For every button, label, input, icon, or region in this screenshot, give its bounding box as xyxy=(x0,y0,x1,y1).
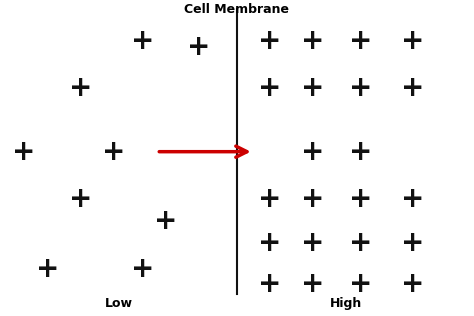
Text: +: + xyxy=(258,185,282,213)
Text: +: + xyxy=(301,270,325,298)
Text: +: + xyxy=(401,185,424,213)
Text: +: + xyxy=(301,229,325,257)
Text: +: + xyxy=(187,33,211,61)
Text: +: + xyxy=(348,270,372,298)
Text: +: + xyxy=(258,270,282,298)
Text: +: + xyxy=(154,207,178,235)
Text: +: + xyxy=(301,75,325,102)
Text: +: + xyxy=(348,229,372,257)
Text: +: + xyxy=(301,27,325,55)
Text: +: + xyxy=(348,138,372,166)
Text: +: + xyxy=(36,255,59,283)
Text: +: + xyxy=(12,138,36,166)
Text: +: + xyxy=(401,270,424,298)
Text: +: + xyxy=(69,75,92,102)
Text: +: + xyxy=(301,138,325,166)
Text: +: + xyxy=(401,27,424,55)
Text: +: + xyxy=(69,185,92,213)
Text: +: + xyxy=(258,229,282,257)
Text: +: + xyxy=(130,255,154,283)
Text: +: + xyxy=(401,75,424,102)
Text: +: + xyxy=(348,75,372,102)
Text: +: + xyxy=(258,75,282,102)
Text: +: + xyxy=(348,27,372,55)
Text: High: High xyxy=(330,297,362,310)
Text: +: + xyxy=(258,27,282,55)
Text: Low: Low xyxy=(104,297,133,310)
Text: Cell Membrane: Cell Membrane xyxy=(184,3,290,16)
Text: +: + xyxy=(130,27,154,55)
Text: +: + xyxy=(301,185,325,213)
Text: +: + xyxy=(401,229,424,257)
Text: +: + xyxy=(102,138,126,166)
Text: +: + xyxy=(348,185,372,213)
